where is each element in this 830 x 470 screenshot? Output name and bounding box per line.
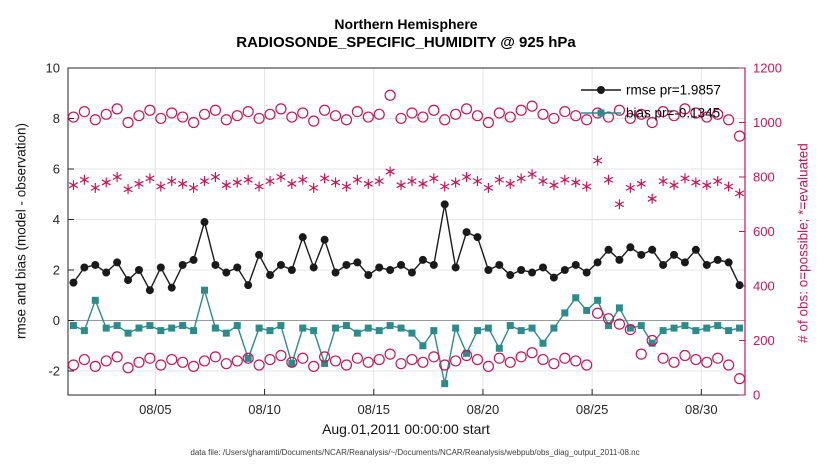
series-obs_low xyxy=(67,307,746,385)
right-tick-label: 1200 xyxy=(753,61,782,76)
chart-title: Northern Hemisphere xyxy=(334,16,478,32)
series-rmse xyxy=(69,200,744,295)
right-tick-label: 600 xyxy=(753,224,775,239)
left-tick-label: 8 xyxy=(53,111,60,126)
left-tick-label: 10 xyxy=(46,61,60,76)
right-tick-label: 0 xyxy=(753,388,760,403)
right-tick-label: 200 xyxy=(753,333,775,348)
x-axis-label: Aug.01,2011 00:00:00 start xyxy=(322,421,490,437)
legend-label: rmse pr=1.9857 xyxy=(626,83,721,98)
right-tick-label: 1000 xyxy=(753,115,782,130)
x-tick-label: 08/10 xyxy=(248,402,281,417)
x-tick-label: 08/25 xyxy=(576,402,609,417)
data-file-caption: data file: /Users/gharamti/Documents/NCA… xyxy=(190,448,640,457)
series-bias xyxy=(69,286,744,388)
left-tick-label: 0 xyxy=(53,313,60,328)
series-obs_possible xyxy=(67,89,746,142)
x-tick-label: 08/30 xyxy=(685,402,718,417)
x-tick-label: 08/05 xyxy=(139,402,172,417)
chart-subtitle: RADIOSONDE_SPECIFIC_HUMIDITY @ 925 hPa xyxy=(236,34,576,51)
left-tick-label: 2 xyxy=(53,263,60,278)
legend-label: bias pr=-0.1345 xyxy=(626,106,720,121)
x-tick-label: 08/20 xyxy=(467,402,500,417)
x-tick-label: 08/15 xyxy=(357,402,390,417)
axes: 08/05 08/10 08/15 08/20 08/25 08/30 10 8 6 4 2 0 -2 0… xyxy=(46,61,782,418)
right-tick-label: 800 xyxy=(753,170,775,185)
left-tick-label: 4 xyxy=(53,212,60,227)
series-obs_evaluated xyxy=(68,155,745,210)
left-tick-label: -2 xyxy=(48,364,60,379)
legend: rmse pr=1.9857 bias pr=-0.1345 xyxy=(581,83,721,121)
right-tick-label: 400 xyxy=(753,279,775,294)
left-tick-label: 6 xyxy=(53,162,60,177)
